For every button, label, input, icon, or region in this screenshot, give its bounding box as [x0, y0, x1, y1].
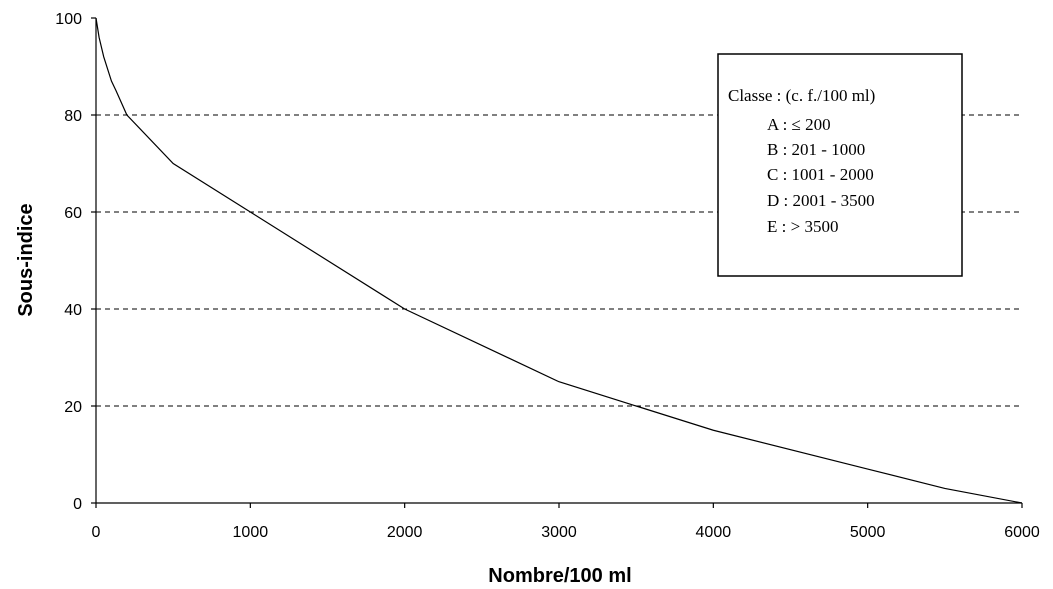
- x-tick-label-1000: 1000: [233, 524, 269, 541]
- legend-entry-a: A : ≤ 200: [767, 115, 831, 134]
- series-line-0: [95, 17, 1023, 504]
- legend-entry-b: B : 201 - 1000: [767, 140, 865, 159]
- legend: Classe : (c. f./100 ml) A : ≤ 200 B : 20…: [717, 53, 963, 277]
- legend-entry-d: D : 2001 - 3500: [767, 191, 875, 210]
- y-tick-label-100: 100: [55, 11, 82, 28]
- x-tick-label-0: 0: [92, 524, 101, 541]
- x-tick-label-3000: 3000: [541, 524, 577, 541]
- x-tick-label-4000: 4000: [696, 524, 732, 541]
- x-axis-label: Nombre/100 ml: [488, 565, 631, 587]
- y-tick-label-40: 40: [64, 302, 82, 319]
- y-tick-label-80: 80: [64, 108, 82, 125]
- x-tick-label-6000: 6000: [1004, 524, 1040, 541]
- y-tick-label-20: 20: [64, 399, 82, 416]
- series-layer: [95, 17, 1023, 504]
- axes: [91, 17, 1023, 508]
- legend-entry-e: E : > 3500: [767, 217, 838, 236]
- x-tick-label-2000: 2000: [387, 524, 423, 541]
- legend-title: Classe : (c. f./100 ml): [728, 86, 875, 105]
- legend-box: [717, 53, 963, 277]
- y-axis-label: Sous-indice: [15, 203, 37, 316]
- legend-entry-c: C : 1001 - 2000: [767, 165, 874, 184]
- x-tick-label-5000: 5000: [850, 524, 886, 541]
- y-tick-label-60: 60: [64, 205, 82, 222]
- y-tick-label-0: 0: [73, 496, 82, 513]
